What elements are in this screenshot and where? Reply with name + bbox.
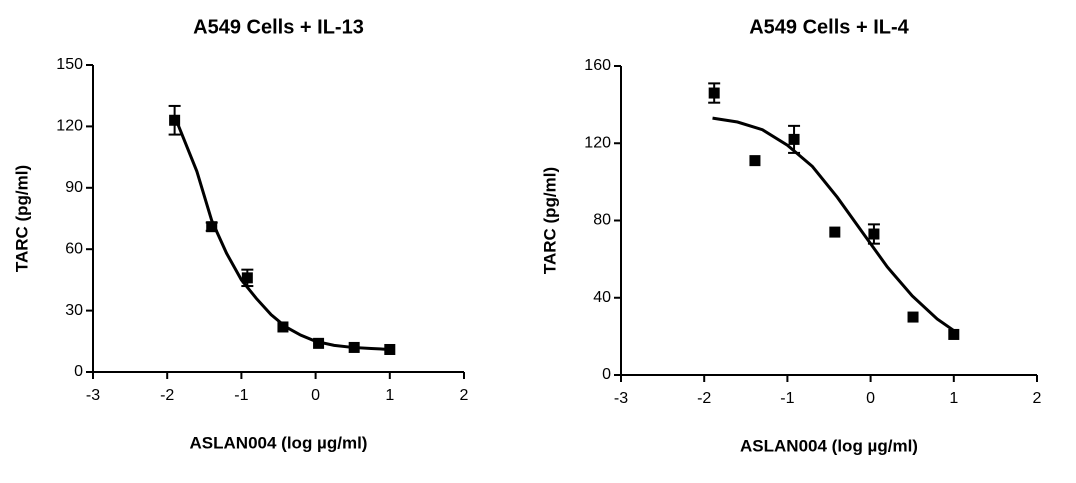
- y-tick-label: 80: [593, 212, 611, 229]
- data-point: [169, 114, 181, 126]
- x-tick-label: 2: [1033, 390, 1042, 407]
- y-tick-label: 120: [56, 118, 83, 135]
- y-tick-label: 0: [74, 363, 83, 380]
- data-point: [708, 87, 720, 99]
- y-tick-label: 0: [602, 366, 611, 383]
- data-point: [907, 311, 919, 323]
- x-tick-label: 1: [385, 387, 394, 404]
- y-tick-label: 30: [65, 302, 83, 319]
- data-point: [948, 328, 960, 340]
- x-tick-label: -1: [780, 390, 794, 407]
- y-tick-label: 60: [65, 240, 83, 257]
- fit-curve: [712, 116, 955, 332]
- data-point: [241, 272, 253, 284]
- chart-title: A549 Cells + IL-13: [193, 16, 364, 38]
- x-axis-label: ASLAN004 (log µg/ml): [190, 433, 368, 452]
- x-tick-label: -3: [614, 390, 628, 407]
- x-tick-label: 2: [460, 387, 469, 404]
- data-point: [384, 343, 396, 355]
- data-point: [277, 321, 289, 333]
- data-point: [206, 221, 218, 233]
- y-axis-label: TARC (pg/ml): [12, 165, 31, 272]
- x-tick-label: -1: [234, 387, 248, 404]
- x-tick-label: 0: [866, 390, 875, 407]
- data-point: [348, 341, 360, 353]
- data-point: [749, 155, 761, 167]
- fit-curve: [173, 115, 390, 351]
- x-tick-label: -3: [86, 387, 100, 404]
- x-tick-label: -2: [697, 390, 711, 407]
- y-tick-label: 40: [593, 289, 611, 306]
- data-point: [868, 228, 880, 240]
- x-tick-label: 1: [949, 390, 958, 407]
- x-tick-label: 0: [311, 387, 320, 404]
- data-point: [788, 133, 800, 145]
- y-tick-label: 160: [584, 57, 611, 74]
- x-axis-label: ASLAN004 (log µg/ml): [740, 436, 918, 455]
- y-axis-label: TARC (pg/ml): [540, 167, 559, 274]
- chart-title: A549 Cells + IL-4: [749, 16, 909, 38]
- x-tick-label: -2: [160, 387, 174, 404]
- y-tick-label: 150: [56, 56, 83, 73]
- data-point: [829, 226, 841, 238]
- y-tick-label: 90: [65, 179, 83, 196]
- data-point: [313, 337, 325, 349]
- y-tick-label: 120: [584, 134, 611, 151]
